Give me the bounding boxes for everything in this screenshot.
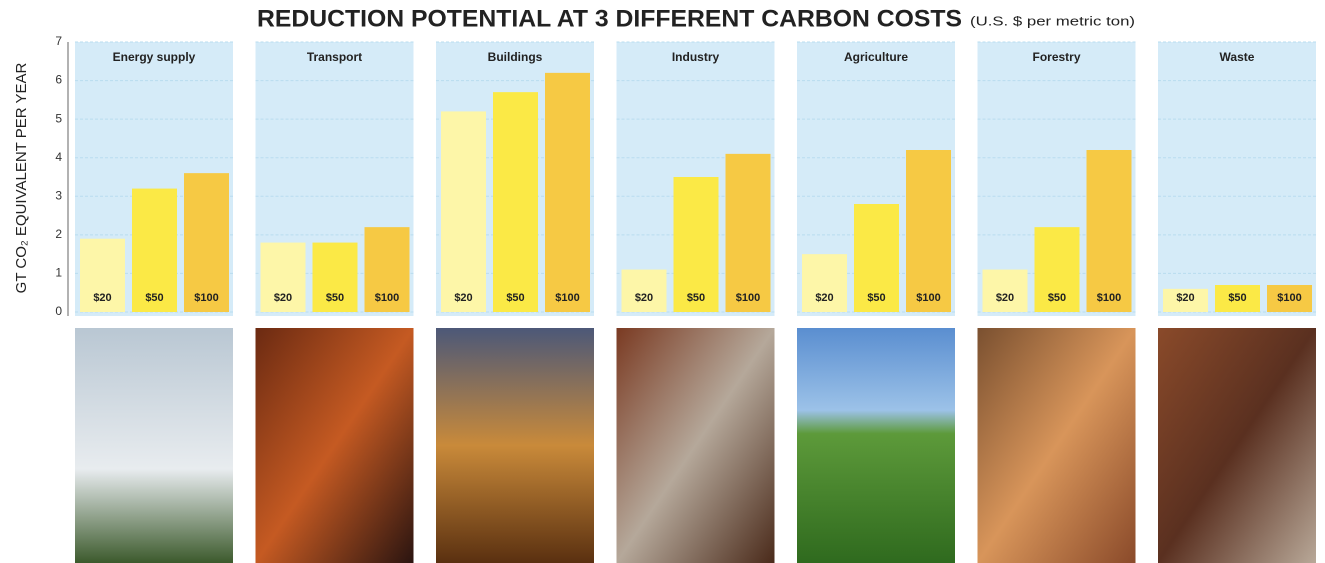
bar-category-label: $100 — [1277, 292, 1301, 304]
sector-photo — [436, 328, 594, 563]
bar — [854, 204, 899, 312]
bar-category-label: $100 — [736, 292, 760, 304]
sector-photo — [1158, 328, 1316, 563]
y-tick-label: 6 — [55, 73, 62, 87]
bar-category-label: $50 — [1048, 292, 1066, 304]
y-tick-label: 3 — [55, 188, 62, 202]
bar — [545, 72, 590, 312]
panel-title: Forestry — [1032, 50, 1080, 64]
chart-title: REDUCTION POTENTIAL AT 3 DIFFERENT CARBO… — [257, 5, 962, 32]
bar-category-label: $50 — [687, 292, 705, 304]
bar-category-label: $50 — [145, 292, 163, 304]
y-axis-label: GT CO₂ EQUIVALENT PER YEAR — [13, 63, 30, 294]
panel-title: Agriculture — [844, 50, 908, 64]
sector-photo — [255, 328, 414, 563]
bar — [906, 150, 951, 312]
panel-title: Transport — [307, 50, 362, 64]
bar — [1086, 150, 1132, 312]
bar-category-label: $100 — [194, 292, 218, 304]
y-tick-label: 0 — [55, 304, 62, 318]
bar-category-label: $50 — [867, 292, 885, 304]
bar — [1034, 227, 1080, 312]
sector-photo — [797, 328, 955, 563]
bar — [1163, 288, 1208, 312]
bar — [802, 254, 847, 312]
chart-subtitle: (U.S. $ per metric ton) — [970, 13, 1135, 28]
bar — [673, 177, 719, 312]
bar — [441, 111, 486, 312]
bar-category-label: $20 — [93, 292, 111, 304]
bar — [725, 153, 771, 312]
y-tick-label: 5 — [55, 111, 62, 125]
panel-title: Industry — [672, 50, 720, 64]
panel-title: Energy supply — [113, 50, 196, 64]
bar — [621, 269, 667, 312]
bar-category-label: $20 — [815, 292, 833, 304]
sector-photo — [616, 328, 775, 563]
bar — [260, 242, 306, 312]
bar — [1267, 285, 1312, 312]
bar-category-label: $20 — [274, 292, 292, 304]
y-tick-label: 1 — [55, 266, 62, 280]
panel-background — [1158, 42, 1316, 316]
y-tick-label: 2 — [55, 227, 62, 241]
bar — [312, 242, 358, 312]
y-tick-label: 4 — [55, 150, 62, 164]
panel-title: Buildings — [488, 50, 543, 64]
sector-photo — [75, 328, 233, 563]
bar — [80, 238, 125, 312]
bar — [1215, 285, 1260, 312]
sector-photo — [977, 328, 1136, 563]
bar-category-label: $20 — [635, 292, 653, 304]
bar — [493, 92, 538, 313]
bar — [132, 188, 177, 312]
bar-category-label: $100 — [375, 292, 399, 304]
bar — [184, 173, 229, 312]
bar — [364, 227, 410, 312]
bar-category-label: $100 — [916, 292, 940, 304]
bar-category-label: $50 — [326, 292, 344, 304]
panel-title: Waste — [1220, 50, 1255, 64]
bar-category-label: $20 — [454, 292, 472, 304]
bar-category-label: $20 — [996, 292, 1014, 304]
bar-category-label: $50 — [1228, 292, 1246, 304]
bar-category-label: $20 — [1176, 292, 1194, 304]
y-tick-label: 7 — [55, 34, 62, 48]
bar-category-label: $100 — [1097, 292, 1121, 304]
bar-category-label: $50 — [506, 292, 524, 304]
bar-category-label: $100 — [555, 292, 579, 304]
bar — [982, 269, 1028, 312]
